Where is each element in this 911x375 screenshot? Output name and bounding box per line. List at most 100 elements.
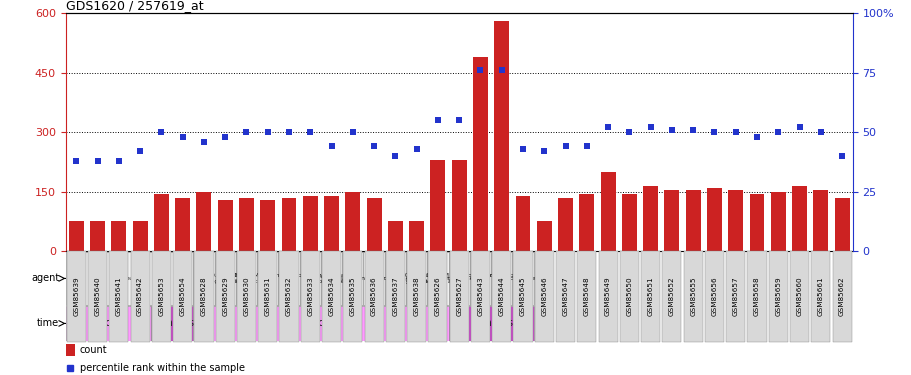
Text: GSM85627: GSM85627 bbox=[456, 277, 462, 316]
FancyBboxPatch shape bbox=[342, 252, 363, 305]
Bar bbox=[66, 344, 75, 356]
FancyBboxPatch shape bbox=[661, 251, 681, 342]
Text: 12 hours: 12 hours bbox=[150, 318, 193, 328]
FancyBboxPatch shape bbox=[130, 251, 149, 342]
FancyBboxPatch shape bbox=[492, 251, 511, 342]
FancyBboxPatch shape bbox=[619, 251, 639, 342]
Bar bbox=[218, 200, 232, 251]
Text: GSM85643: GSM85643 bbox=[477, 277, 483, 316]
Bar bbox=[90, 222, 105, 251]
Text: 0.125 uM
oligomycin: 0.125 uM oligomycin bbox=[208, 273, 242, 284]
Text: percentile rank within the sample: percentile rank within the sample bbox=[80, 363, 244, 373]
FancyBboxPatch shape bbox=[193, 306, 448, 340]
Text: GSM85639: GSM85639 bbox=[73, 277, 79, 316]
Text: GSM85630: GSM85630 bbox=[243, 277, 250, 316]
FancyBboxPatch shape bbox=[322, 251, 341, 342]
Bar bbox=[792, 186, 806, 251]
FancyBboxPatch shape bbox=[428, 251, 447, 342]
Bar bbox=[430, 160, 445, 251]
FancyBboxPatch shape bbox=[448, 306, 533, 340]
Text: chitin: chitin bbox=[259, 276, 276, 281]
Bar bbox=[685, 190, 700, 251]
Bar bbox=[323, 196, 339, 251]
FancyBboxPatch shape bbox=[385, 251, 404, 342]
FancyBboxPatch shape bbox=[258, 251, 277, 342]
FancyBboxPatch shape bbox=[66, 252, 193, 305]
Text: hydrogen
peroxide: hydrogen peroxide bbox=[316, 273, 346, 284]
Bar bbox=[68, 222, 84, 251]
FancyBboxPatch shape bbox=[427, 252, 448, 305]
Bar bbox=[749, 194, 763, 251]
FancyBboxPatch shape bbox=[87, 251, 107, 342]
Bar bbox=[558, 198, 572, 251]
Bar bbox=[366, 198, 381, 251]
Text: GSM85642: GSM85642 bbox=[137, 277, 143, 316]
Text: GSM85651: GSM85651 bbox=[647, 277, 653, 316]
Text: GSM85647: GSM85647 bbox=[562, 277, 568, 316]
Bar bbox=[578, 194, 594, 251]
Bar bbox=[621, 194, 636, 251]
FancyBboxPatch shape bbox=[405, 252, 427, 305]
Text: GSM85638: GSM85638 bbox=[414, 277, 419, 316]
Text: chloramph
enicol: chloramph enicol bbox=[485, 273, 518, 284]
FancyBboxPatch shape bbox=[534, 251, 553, 342]
Text: N2: N2 bbox=[369, 276, 378, 281]
Text: rotenone: rotenone bbox=[381, 276, 409, 281]
FancyBboxPatch shape bbox=[704, 251, 723, 342]
Text: GSM85655: GSM85655 bbox=[690, 277, 695, 316]
FancyBboxPatch shape bbox=[279, 251, 298, 342]
Text: GSM85660: GSM85660 bbox=[795, 277, 802, 316]
Bar bbox=[600, 172, 615, 251]
FancyBboxPatch shape bbox=[513, 251, 532, 342]
Text: chloramph
enicol: chloramph enicol bbox=[271, 273, 305, 284]
Text: flagellen: flagellen bbox=[339, 276, 366, 281]
Bar bbox=[239, 198, 253, 251]
Bar bbox=[834, 198, 849, 251]
Text: count: count bbox=[80, 345, 107, 355]
FancyBboxPatch shape bbox=[109, 251, 128, 342]
Text: GSM85650: GSM85650 bbox=[626, 277, 631, 316]
FancyBboxPatch shape bbox=[448, 252, 469, 305]
Text: GSM85653: GSM85653 bbox=[159, 277, 164, 316]
Bar bbox=[345, 192, 360, 251]
FancyBboxPatch shape bbox=[469, 252, 490, 305]
Text: GSM85634: GSM85634 bbox=[328, 277, 334, 316]
Bar bbox=[537, 222, 551, 251]
Text: agent: agent bbox=[31, 273, 59, 284]
FancyBboxPatch shape bbox=[556, 251, 575, 342]
FancyBboxPatch shape bbox=[237, 251, 256, 342]
Text: GSM85662: GSM85662 bbox=[838, 277, 844, 316]
Text: GSM85637: GSM85637 bbox=[392, 277, 398, 316]
Bar bbox=[196, 192, 211, 251]
Text: GSM85654: GSM85654 bbox=[179, 277, 186, 316]
FancyBboxPatch shape bbox=[449, 251, 468, 342]
FancyBboxPatch shape bbox=[789, 251, 808, 342]
FancyBboxPatch shape bbox=[725, 251, 744, 342]
Text: GSM85628: GSM85628 bbox=[200, 277, 207, 316]
Bar bbox=[728, 190, 742, 251]
FancyBboxPatch shape bbox=[66, 306, 150, 340]
Bar bbox=[770, 192, 785, 251]
Bar bbox=[132, 222, 148, 251]
Bar bbox=[260, 200, 275, 251]
Bar bbox=[409, 222, 424, 251]
Text: 3 hours: 3 hours bbox=[90, 318, 127, 328]
Text: time: time bbox=[37, 318, 59, 328]
Text: GSM85652: GSM85652 bbox=[668, 277, 674, 316]
FancyBboxPatch shape bbox=[300, 252, 321, 305]
Text: GSM85648: GSM85648 bbox=[583, 277, 589, 316]
Text: GSM85626: GSM85626 bbox=[435, 277, 440, 316]
FancyBboxPatch shape bbox=[598, 251, 617, 342]
Bar bbox=[664, 190, 679, 251]
FancyBboxPatch shape bbox=[193, 252, 214, 305]
FancyBboxPatch shape bbox=[67, 251, 86, 342]
Text: cold: cold bbox=[303, 276, 316, 281]
FancyBboxPatch shape bbox=[301, 251, 320, 342]
Text: GSM85632: GSM85632 bbox=[286, 277, 292, 316]
FancyBboxPatch shape bbox=[406, 251, 425, 342]
FancyBboxPatch shape bbox=[257, 252, 278, 305]
Text: GSM85657: GSM85657 bbox=[732, 277, 738, 316]
Bar bbox=[642, 186, 658, 251]
Bar bbox=[175, 198, 189, 251]
FancyBboxPatch shape bbox=[321, 252, 342, 305]
